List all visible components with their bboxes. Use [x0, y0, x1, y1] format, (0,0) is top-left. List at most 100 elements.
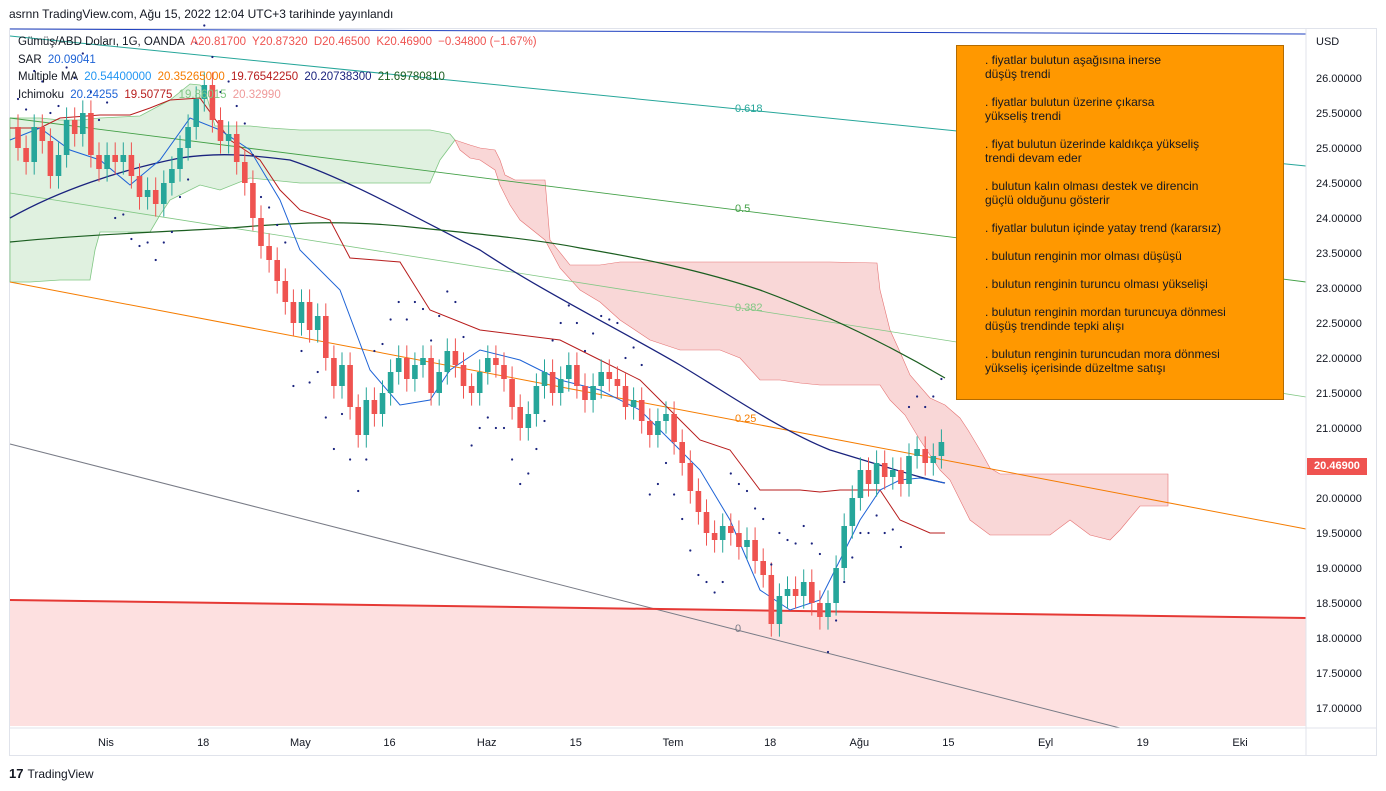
sar-dot — [835, 619, 838, 622]
sar-dot — [162, 241, 165, 244]
price-axis[interactable]: 26.00000 25.50000 25.00000 24.50000 24.00000… — [1316, 73, 1362, 715]
fib-channel-line-0 — [9, 443, 1121, 729]
sar-dot — [340, 412, 344, 416]
candle-body — [622, 386, 629, 407]
price-tick-label: 19.00000 — [1316, 563, 1362, 575]
sar-dot — [81, 52, 84, 55]
symbol-name[interactable]: Gümüş/ABD Doları, 1G, OANDA — [18, 36, 185, 48]
candle-body — [647, 421, 653, 435]
legend-ichimoku-row[interactable]: Ichimoku 20.24255 19.50775 19.86015 20.3… — [18, 87, 540, 105]
price-tick-label: 24.00000 — [1316, 213, 1362, 225]
price-tick-label: 20.00000 — [1316, 493, 1362, 505]
candle-body — [331, 358, 337, 386]
legend-sar-row[interactable]: SAR 20.09041 — [18, 52, 540, 70]
candle-body — [582, 386, 588, 400]
sar-dot — [510, 458, 514, 461]
sar-label[interactable]: SAR — [18, 53, 42, 66]
sar-dot — [705, 580, 708, 584]
sar-dot — [389, 318, 392, 321]
sar-dot — [559, 321, 562, 325]
candle-body — [185, 127, 191, 148]
candle-body — [614, 379, 621, 386]
candle-body — [784, 589, 791, 596]
candle-body — [533, 386, 540, 414]
candle-body — [282, 281, 289, 302]
sar-dot — [41, 80, 44, 83]
ichimoku-label[interactable]: Ichimoku — [18, 88, 65, 101]
candle-body — [387, 372, 394, 393]
sar-dot — [891, 528, 894, 531]
candle-body — [825, 603, 831, 617]
time-tick-label: 18 — [764, 737, 776, 749]
sar-dot — [737, 482, 741, 486]
time-axis[interactable]: Nis 18 May 16 Haz 15 Tem 18 Ağu 15 Eyl 19 Eki — [98, 737, 1248, 749]
candle-body — [914, 449, 920, 456]
sar-dot — [251, 153, 254, 157]
candle-body — [306, 302, 313, 330]
sar-dot — [235, 104, 238, 108]
candle-body — [266, 246, 272, 260]
time-tick-label: May — [290, 737, 311, 749]
candle-body — [736, 533, 742, 547]
sar-dot — [357, 489, 360, 493]
candle-body — [630, 400, 637, 407]
sar-dot — [292, 384, 295, 388]
sar-dot — [470, 444, 473, 447]
legend-symbol-row[interactable]: Gümüş/ABD Doları, 1G, OANDA A20.81700 Y2… — [18, 34, 540, 52]
candle-body — [347, 365, 353, 407]
candle-body — [258, 218, 264, 246]
candle-body — [290, 302, 297, 323]
ma-value-5: 21.69780810 — [377, 71, 445, 83]
sar-dot — [664, 461, 668, 465]
sar-dot — [689, 549, 692, 552]
ma-label[interactable]: Multiple MA — [18, 71, 79, 83]
note-item: . fiyat bulutun üzerinde kaldıkça yüksel… — [985, 137, 1200, 165]
sar-dot — [770, 563, 773, 566]
support-line — [9, 599, 1307, 619]
legend-ma-row[interactable]: Multiple MA 20.54400000 20.35265000 19.7… — [18, 69, 540, 87]
sar-dot — [154, 258, 157, 262]
candle-body — [323, 316, 329, 358]
sar-dot — [697, 573, 700, 577]
sar-dot — [65, 66, 68, 69]
time-tick-label: Eyl — [1038, 737, 1053, 749]
sar-dot — [608, 318, 611, 321]
sar-dot — [592, 332, 595, 335]
candle-body — [574, 365, 580, 386]
price-tick-label: 18.00000 — [1316, 633, 1362, 645]
candle-body — [363, 400, 370, 435]
price-tick-label: 25.50000 — [1316, 108, 1362, 120]
candle-body — [509, 379, 515, 407]
price-tick-label: 26.00000 — [1316, 73, 1362, 85]
candle-body — [436, 372, 442, 393]
candle-body — [128, 155, 135, 176]
sar-dot — [413, 300, 416, 304]
note-item: . bulutun renginin turuncudan mora dönme… — [985, 347, 1220, 375]
sar-dot — [519, 482, 522, 486]
sar-dot — [170, 230, 173, 234]
candle-body — [776, 596, 783, 624]
sar-dot — [211, 55, 214, 59]
candle-body — [96, 155, 102, 169]
candle-body — [890, 470, 896, 477]
sar-dot — [794, 542, 797, 545]
sar-dot — [754, 507, 757, 510]
candle-body — [638, 400, 645, 421]
price-tick-label: 25.00000 — [1316, 143, 1362, 155]
candle-body — [922, 449, 928, 463]
sar-dot — [851, 556, 854, 559]
sar-dot — [940, 377, 943, 381]
sar-dot — [502, 426, 506, 430]
note-item: . bulutun renginin mor olması düşüşü — [985, 249, 1182, 263]
sar-dot — [486, 416, 489, 419]
sar-dot — [826, 650, 830, 654]
time-tick-label: 15 — [570, 737, 582, 749]
sar-dot — [138, 244, 141, 248]
ma-value-2: 20.35265000 — [157, 71, 225, 83]
sar-dot — [583, 349, 587, 353]
candle-body — [371, 400, 378, 414]
sar-dot — [57, 104, 60, 108]
legend: Gümüş/ABD Doları, 1G, OANDA A20.81700 Y2… — [18, 34, 540, 104]
annotation-note-box[interactable]: . fiyatlar bulutun aşağısına inerse düşü… — [956, 45, 1284, 400]
footer[interactable]: 17 TradingView — [9, 764, 94, 784]
